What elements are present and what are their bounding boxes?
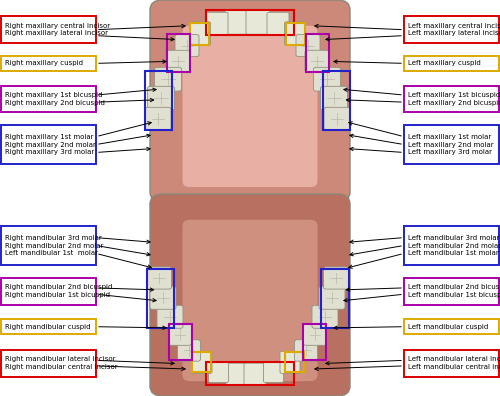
FancyBboxPatch shape <box>267 12 289 35</box>
Bar <box>145 71 172 130</box>
FancyBboxPatch shape <box>206 12 228 35</box>
Text: Left mandibular 3rd molar
Left mandibular 2nd molar
Left mandibular 1st molar: Left mandibular 3rd molar Left mandibula… <box>408 235 500 256</box>
Bar <box>284 352 304 372</box>
Bar <box>286 23 305 45</box>
FancyBboxPatch shape <box>166 50 190 72</box>
Text: Left maxillary 1st bicuspid
Left maxillary 2nd bicuspid: Left maxillary 1st bicuspid Left maxilla… <box>408 92 500 106</box>
FancyBboxPatch shape <box>404 350 499 377</box>
FancyBboxPatch shape <box>305 50 329 72</box>
FancyBboxPatch shape <box>404 125 499 164</box>
FancyBboxPatch shape <box>284 22 306 46</box>
Bar <box>169 324 192 360</box>
FancyBboxPatch shape <box>404 86 499 112</box>
Bar <box>146 269 174 328</box>
Text: Right mandibular lateral incisor
Right mandibular central incisor: Right mandibular lateral incisor Right m… <box>5 356 117 370</box>
FancyBboxPatch shape <box>324 107 350 130</box>
Text: Right mandibular 3rd molar
Right mandibular 2nd molar
Left mandibular 1st  molar: Right mandibular 3rd molar Right mandibu… <box>5 235 103 256</box>
FancyBboxPatch shape <box>404 226 499 265</box>
Bar <box>192 352 210 372</box>
Bar <box>206 362 294 385</box>
FancyBboxPatch shape <box>154 67 182 91</box>
FancyBboxPatch shape <box>404 56 499 71</box>
FancyBboxPatch shape <box>168 324 192 345</box>
FancyBboxPatch shape <box>314 67 340 91</box>
FancyBboxPatch shape <box>225 9 249 34</box>
FancyBboxPatch shape <box>175 34 199 57</box>
Text: Right mandibular 2nd bicuspid
Right mandibular 1st bicuspid: Right mandibular 2nd bicuspid Right mand… <box>5 284 112 298</box>
Bar <box>190 23 209 45</box>
FancyBboxPatch shape <box>1 86 96 112</box>
Text: Right maxillary 1st bicuspid
Right maxillary 2nd bicuspid: Right maxillary 1st bicuspid Right maxil… <box>5 92 105 106</box>
FancyBboxPatch shape <box>150 286 176 309</box>
FancyBboxPatch shape <box>148 86 174 110</box>
FancyBboxPatch shape <box>404 319 499 334</box>
Text: Left mandibular lateral incisor
Left mandibular central incisor: Left mandibular lateral incisor Left man… <box>408 356 500 370</box>
FancyBboxPatch shape <box>1 350 96 377</box>
Text: Left maxillary central incisor
Left maxillary lateral incisor: Left maxillary central incisor Left maxi… <box>408 23 500 36</box>
Bar <box>166 34 190 72</box>
Bar <box>306 34 328 72</box>
Text: Right maxillary cuspid: Right maxillary cuspid <box>5 60 83 67</box>
FancyBboxPatch shape <box>226 363 248 385</box>
FancyBboxPatch shape <box>208 362 229 383</box>
FancyBboxPatch shape <box>145 107 171 130</box>
Bar <box>323 71 350 130</box>
Text: Right mandibular cuspid: Right mandibular cuspid <box>5 324 90 330</box>
Text: Left mandibular 2nd bicuspid
Left mandibular 1st bicuspid: Left mandibular 2nd bicuspid Left mandib… <box>408 284 500 298</box>
FancyBboxPatch shape <box>1 16 96 43</box>
Bar <box>206 10 294 35</box>
FancyBboxPatch shape <box>294 340 318 361</box>
FancyBboxPatch shape <box>1 319 96 334</box>
FancyBboxPatch shape <box>324 267 348 289</box>
Bar <box>303 324 326 360</box>
FancyBboxPatch shape <box>244 363 266 385</box>
Text: Left maxillary 1st molar
Left maxillary 2nd molar
Left maxillary 3rd molar: Left maxillary 1st molar Left maxillary … <box>408 134 494 155</box>
Text: Right maxillary 1st molar
Right maxillary 2nd molar
Right maxillary 3rd molar: Right maxillary 1st molar Right maxillar… <box>5 134 96 155</box>
FancyBboxPatch shape <box>182 220 318 381</box>
FancyBboxPatch shape <box>1 278 96 305</box>
FancyBboxPatch shape <box>312 305 338 328</box>
Text: Left maxillary cuspid: Left maxillary cuspid <box>408 60 481 67</box>
FancyBboxPatch shape <box>157 305 183 328</box>
FancyBboxPatch shape <box>280 351 300 373</box>
FancyBboxPatch shape <box>264 362 283 383</box>
FancyBboxPatch shape <box>319 286 345 309</box>
FancyBboxPatch shape <box>1 226 96 265</box>
FancyBboxPatch shape <box>146 267 172 289</box>
FancyBboxPatch shape <box>190 22 210 46</box>
Text: Right maxillary central incisor
Right maxillary lateral incisor: Right maxillary central incisor Right ma… <box>5 23 110 36</box>
Text: Left mandibular cuspid: Left mandibular cuspid <box>408 324 488 330</box>
FancyBboxPatch shape <box>246 9 270 34</box>
FancyBboxPatch shape <box>1 56 96 71</box>
FancyBboxPatch shape <box>1 125 96 164</box>
FancyBboxPatch shape <box>304 324 326 345</box>
FancyBboxPatch shape <box>150 0 350 202</box>
FancyBboxPatch shape <box>404 16 499 43</box>
FancyBboxPatch shape <box>404 278 499 305</box>
FancyBboxPatch shape <box>150 194 350 396</box>
FancyBboxPatch shape <box>320 86 347 110</box>
FancyBboxPatch shape <box>182 26 318 187</box>
FancyBboxPatch shape <box>296 34 320 57</box>
FancyBboxPatch shape <box>178 340 201 361</box>
Bar <box>321 269 348 328</box>
FancyBboxPatch shape <box>192 351 212 373</box>
